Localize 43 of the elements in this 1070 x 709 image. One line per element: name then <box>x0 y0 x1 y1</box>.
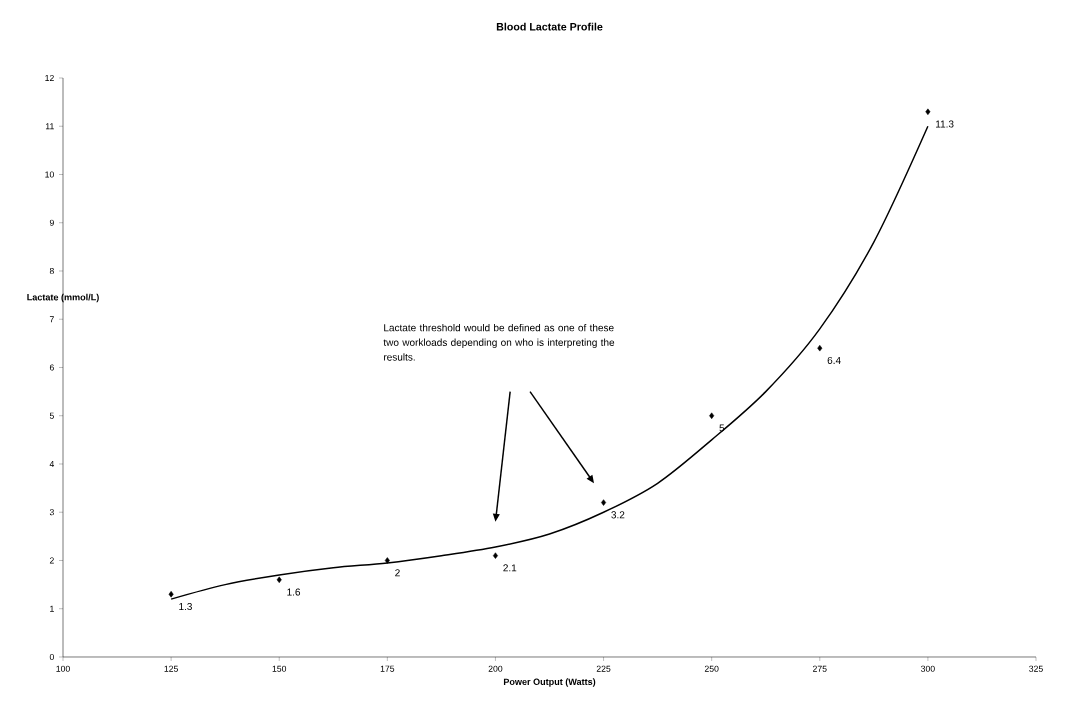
x-axis-title: Power Output (Watts) <box>503 678 596 687</box>
point <box>817 344 823 352</box>
x-tick-label: 125 <box>164 665 178 672</box>
y-tick-label: 3 <box>49 509 54 516</box>
annotation: Lactate threshold would be defined as one of these two workloads depending on who is interpreting the results. <box>383 323 615 361</box>
y-tick-label: 1 <box>50 605 54 612</box>
point <box>276 576 282 583</box>
point <box>601 499 607 506</box>
y-tick-label: 11 <box>45 123 54 130</box>
x-tick-label: 300 <box>921 665 935 672</box>
data-label: 1.6 <box>287 588 301 596</box>
x-tick-label: 325 <box>1029 665 1043 672</box>
data-label: 1.3 <box>179 602 192 611</box>
point <box>709 412 715 419</box>
y-tick-label: 2 <box>49 557 54 564</box>
y-tick-label: 5 <box>49 412 54 419</box>
y-tick-label: 12 <box>45 74 54 82</box>
data-label: 2 <box>395 569 400 577</box>
point <box>168 591 174 598</box>
chart-title: Blood Lactate Profile <box>496 22 603 31</box>
x-tick-label: 200 <box>488 665 503 672</box>
y-tick-label: 10 <box>45 171 54 178</box>
point <box>384 557 390 564</box>
line-series <box>170 125 929 600</box>
y-tick-label: 4 <box>49 461 55 467</box>
y-tick-label: 9 <box>49 219 54 226</box>
x-tick-label: 150 <box>272 665 287 672</box>
data-label: 3.2 <box>611 511 625 519</box>
x-tick-label: 100 <box>56 665 70 672</box>
y-tick-label: 8 <box>49 267 54 275</box>
x-tick-label: 275 <box>812 665 827 672</box>
point <box>492 552 498 559</box>
y-tick-label: 0 <box>49 653 54 661</box>
data-label: 11.3 <box>936 120 954 128</box>
x-tick-label: 250 <box>704 665 719 672</box>
y-axis-title: Lactate (mmol/L) <box>27 293 99 303</box>
data-label: 6.4 <box>827 356 841 364</box>
y-tick-label: 6 <box>49 364 54 371</box>
y-tick-label: 7 <box>49 316 54 323</box>
point <box>925 108 931 115</box>
x-tick-label: 175 <box>380 665 395 672</box>
x-tick-label: 225 <box>596 665 611 672</box>
data-label: 2.1 <box>503 564 517 572</box>
